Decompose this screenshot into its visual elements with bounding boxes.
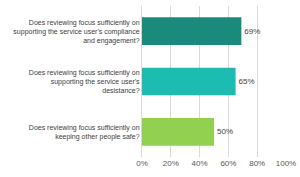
svg-text:50%: 50% [217, 127, 233, 136]
svg-text:80%: 80% [249, 159, 265, 168]
svg-text:20%: 20% [163, 159, 179, 168]
svg-text:Does reviewing focus sufficien: Does reviewing focus sufficiently onkeep… [29, 124, 140, 141]
svg-text:Does reviewing focus sufficien: Does reviewing focus sufficiently onsupp… [29, 69, 140, 94]
svg-text:40%: 40% [192, 159, 208, 168]
svg-text:Does reviewing focus sufficien: Does reviewing focus sufficiently onsupp… [13, 19, 139, 45]
svg-text:69%: 69% [244, 27, 260, 36]
svg-text:65%: 65% [239, 77, 255, 86]
svg-text:60%: 60% [220, 159, 236, 168]
svg-text:100%: 100% [276, 159, 296, 168]
svg-text:0%: 0% [136, 159, 148, 168]
